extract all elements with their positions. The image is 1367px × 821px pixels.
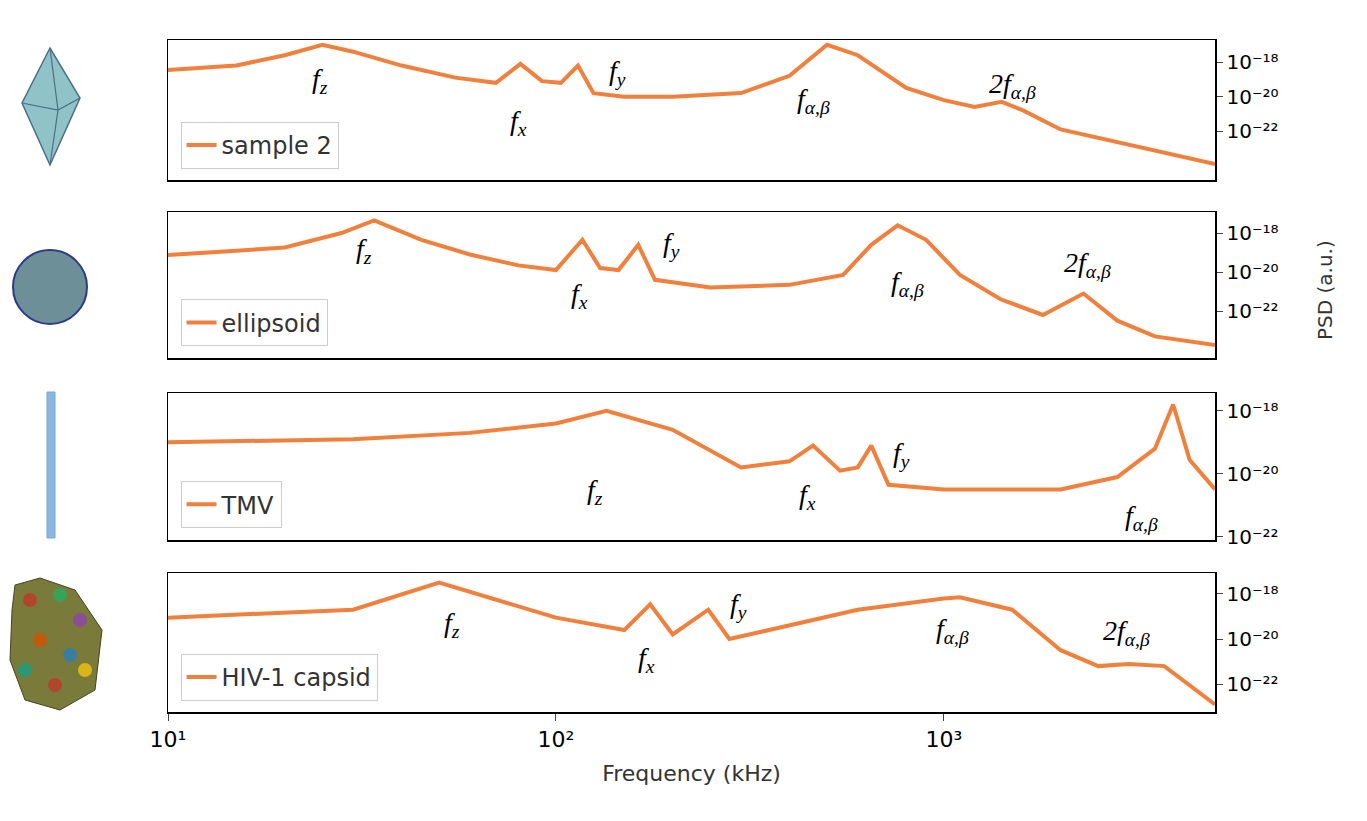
svg-text:2f​α,β​: 2f​α,β​ xyxy=(1103,615,1150,650)
svg-text:PSD (a.u.): PSD (a.u.) xyxy=(1313,240,1337,340)
svg-text:10⁻²²: 10⁻²² xyxy=(1227,119,1279,143)
svg-text:10⁻²²: 10⁻²² xyxy=(1227,299,1279,323)
svg-text:ellipsoid: ellipsoid xyxy=(222,310,321,338)
svg-text:f​α,β​: f​α,β​ xyxy=(891,266,924,301)
svg-text:10⁻²⁰: 10⁻²⁰ xyxy=(1227,85,1279,109)
svg-text:10¹: 10¹ xyxy=(150,727,187,752)
svg-text:f​y​: f​y​ xyxy=(893,437,910,472)
svg-text:Frequency (kHz): Frequency (kHz) xyxy=(602,761,781,786)
svg-text:10⁻²⁰: 10⁻²⁰ xyxy=(1227,260,1279,284)
svg-text:f​y​: f​y​ xyxy=(609,55,626,90)
svg-text:f​z​: f​z​ xyxy=(356,233,372,268)
svg-text:f​z​: f​z​ xyxy=(312,63,328,98)
svg-text:f​α,β​: f​α,β​ xyxy=(936,613,969,648)
svg-text:f​α,β​: f​α,β​ xyxy=(797,83,830,118)
svg-text:10⁻²⁰: 10⁻²⁰ xyxy=(1227,462,1279,486)
svg-text:10⁻²²: 10⁻²² xyxy=(1227,525,1279,549)
svg-text:10²: 10² xyxy=(538,727,575,752)
svg-text:HIV-1 capsid: HIV-1 capsid xyxy=(222,664,371,692)
svg-text:10³: 10³ xyxy=(925,727,962,752)
svg-text:10⁻¹⁸: 10⁻¹⁸ xyxy=(1227,399,1279,423)
svg-text:10⁻¹⁸: 10⁻¹⁸ xyxy=(1227,221,1279,245)
svg-text:2f​α,β​: 2f​α,β​ xyxy=(1064,247,1111,282)
svg-text:f​x​: f​x​ xyxy=(799,479,816,514)
svg-text:10⁻¹⁸: 10⁻¹⁸ xyxy=(1227,50,1279,74)
svg-text:f​α,β​: f​α,β​ xyxy=(1125,500,1158,535)
svg-text:2f​α,β​: 2f​α,β​ xyxy=(989,68,1036,103)
svg-text:f​z​: f​z​ xyxy=(444,607,460,642)
svg-text:f​x​: f​x​ xyxy=(510,105,527,140)
svg-text:sample 2: sample 2 xyxy=(222,132,332,160)
svg-text:f​x​: f​x​ xyxy=(638,642,655,677)
svg-text:10⁻¹⁸: 10⁻¹⁸ xyxy=(1227,582,1279,606)
svg-text:f​x​: f​x​ xyxy=(571,278,588,313)
svg-text:10⁻²²: 10⁻²² xyxy=(1227,672,1279,696)
svg-text:10⁻²⁰: 10⁻²⁰ xyxy=(1227,627,1279,651)
svg-text:TMV: TMV xyxy=(221,492,274,520)
svg-text:f​y​: f​y​ xyxy=(730,588,747,623)
svg-text:f​y​: f​y​ xyxy=(663,227,680,262)
svg-text:f​z​: f​z​ xyxy=(587,474,603,509)
